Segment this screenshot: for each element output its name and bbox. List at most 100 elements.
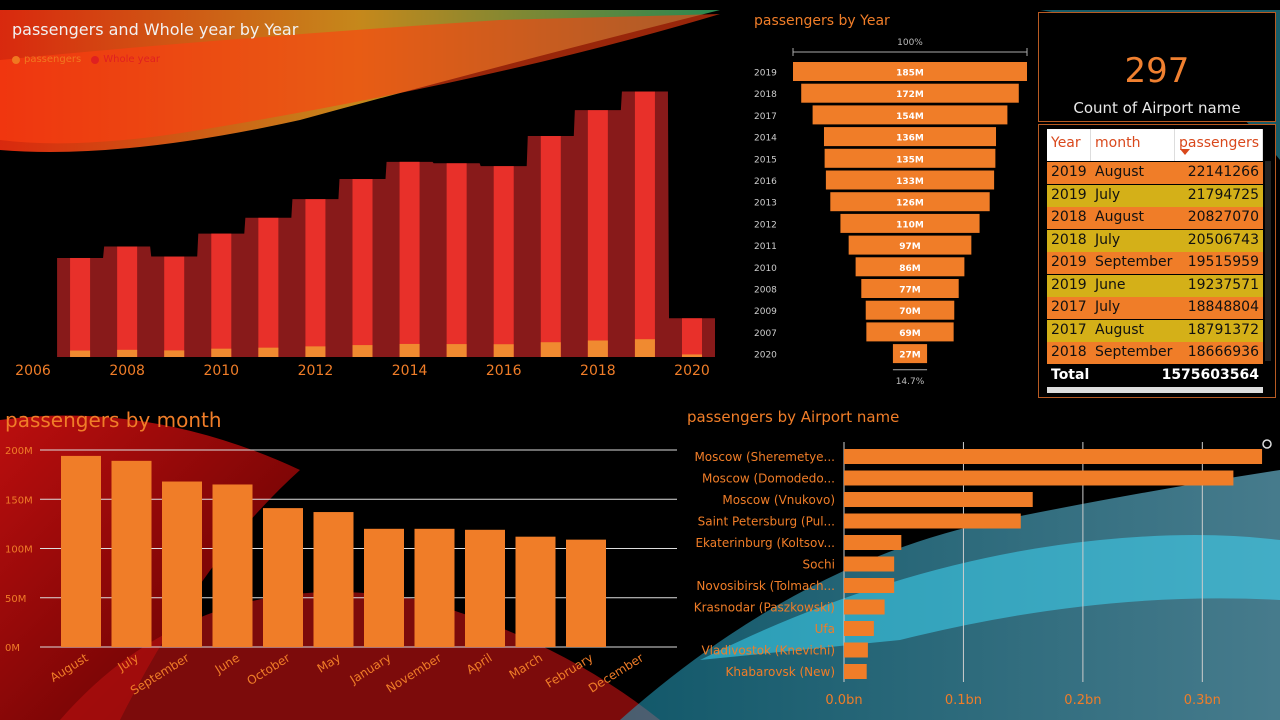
funnel-bar-label: 97M (899, 242, 921, 252)
cell-month: July (1095, 231, 1121, 248)
cell-month: August (1095, 209, 1144, 225)
combo-chart: 2006 2008 2010 2012 2014 2016 2018 2020 (15, 91, 716, 379)
legend-item-passengers[interactable]: passengers (12, 54, 81, 65)
legend-item-whole-year[interactable]: Whole year (91, 54, 160, 65)
funnel-title: passengers by Year (754, 13, 890, 29)
total-value: 1575603564 (1161, 367, 1259, 383)
x-tick-label: November (384, 651, 444, 696)
funnel-bar (812, 105, 1008, 125)
passengers-bar (399, 343, 420, 357)
airport-category-label: Ekaterinburg (Koltsov... (695, 536, 835, 550)
whole-year-bar (258, 217, 279, 357)
airport-category-label: Krasnodar (Paszkowski) (694, 601, 835, 615)
funnel-bar (793, 62, 1027, 81)
cell-month: August (1095, 164, 1144, 180)
table-row[interactable]: 2019 July 21794725 (1047, 184, 1263, 207)
scroll-handle-icon (1262, 439, 1272, 449)
x-tick-label: May (315, 651, 343, 676)
funnel-bar-label: 133M (896, 177, 924, 187)
airport-bar (844, 492, 1033, 507)
x-tick-label: December (586, 651, 646, 696)
funnel-bar-label: 110M (896, 220, 924, 230)
passengers-bar (211, 348, 232, 357)
funnel-bar (855, 257, 965, 277)
col-header-passengers[interactable]: passengers (1175, 129, 1263, 161)
x-tick-label: October (244, 651, 292, 688)
x-tick-label: 0.3bn (1184, 693, 1221, 708)
airport-bar (844, 449, 1263, 464)
month-chart-title: passengers by month (5, 408, 222, 432)
table-total-row: Total 1575603564 (1047, 365, 1263, 387)
cell-month: July (1095, 186, 1121, 203)
month-chart-panel: passengers by month 0M 50M 100M 150M 200M Aug… (0, 402, 680, 720)
funnel-chart: 100% 185M 2019 172M 2018 154M 2017 136M 2014 135M… (754, 38, 1028, 387)
funnel-bar (848, 235, 972, 255)
whole-year-bar (399, 161, 420, 357)
funnel-bar-label: 154M (896, 112, 924, 122)
airport-category-label: Moscow (Sheremetye... (694, 450, 835, 464)
funnel-bar-label: 185M (896, 69, 924, 79)
x-tick-label: 2018 (580, 363, 616, 379)
table-row[interactable]: 2018 September 18666936 (1047, 342, 1263, 364)
cell-year: 2019 (1051, 254, 1087, 270)
airport-category-label: Ufa (815, 622, 835, 636)
airport-chart-title: passengers by Airport name (687, 408, 900, 426)
month-bar (566, 539, 606, 647)
month-bar (263, 508, 303, 647)
funnel-category-label: 2013 (754, 199, 777, 209)
x-tick-label: 2016 (486, 363, 522, 379)
cell-passengers: 19237571 (1187, 276, 1259, 293)
table-row[interactable]: 2017 July 18848804 (1047, 297, 1263, 319)
cell-year: 2017 (1051, 299, 1087, 315)
whole-year-ribbon (57, 91, 716, 358)
passengers-bar (587, 340, 608, 357)
x-tick-label: 0.0bn (825, 693, 862, 708)
month-bar (111, 460, 152, 647)
passengers-bar (446, 344, 467, 357)
y-tick-label: 50M (5, 594, 26, 605)
kpi-label: Count of Airport name (1073, 99, 1241, 117)
table-row[interactable]: 2019 June 19237571 (1047, 274, 1263, 297)
cell-month: July (1095, 299, 1121, 315)
table-row[interactable]: 2017 August 18791372 (1047, 319, 1263, 342)
table-horizontal-scrollbar[interactable] (1047, 387, 1263, 393)
cell-month: August (1095, 321, 1144, 338)
funnel-bar-label: 70M (899, 307, 921, 317)
passengers-bar (305, 346, 326, 357)
col-header-month[interactable]: month (1091, 129, 1175, 161)
y-tick-label: 200M (5, 446, 33, 457)
table-row[interactable]: 2019 August 22141266 (1047, 162, 1263, 184)
funnel-bar (861, 279, 959, 298)
col-header-year[interactable]: Year (1047, 129, 1091, 161)
funnel-category-label: 2020 (754, 351, 777, 361)
x-tick-label: March (507, 651, 545, 682)
table-row[interactable]: 2019 September 19515959 (1047, 252, 1263, 274)
month-bar (414, 528, 455, 647)
funnel-category-label: 2018 (754, 90, 777, 100)
month-bar (364, 528, 404, 647)
table-row[interactable]: 2018 August 20827070 (1047, 207, 1263, 229)
funnel-category-label: 2009 (754, 307, 777, 317)
passengers-bar (258, 347, 279, 357)
funnel-bar (892, 344, 928, 364)
whole-year-bar (117, 246, 138, 357)
passengers-bar (540, 342, 561, 357)
airport-category-label: Khabarovsk (New) (726, 665, 835, 679)
cell-passengers: 20827070 (1187, 209, 1259, 225)
airport-category-label: Novosibirsk (Tolmach... (696, 579, 835, 593)
airport-category-label: Vladivostok (Knevichi) (701, 644, 835, 658)
y-tick-label: 100M (5, 545, 33, 556)
funnel-bar-label: 135M (896, 155, 924, 165)
cell-passengers: 21794725 (1187, 186, 1259, 203)
month-bar (61, 455, 101, 647)
funnel-bar-label: 136M (896, 134, 924, 144)
funnel-bar-label: 172M (896, 90, 924, 100)
cell-year: 2018 (1051, 209, 1087, 225)
month-bar (515, 536, 556, 647)
table-row[interactable]: 2018 July 20506743 (1047, 229, 1263, 252)
funnel-bar (801, 83, 1019, 103)
table-vertical-scrollbar[interactable] (1265, 161, 1271, 361)
funnel-bar (866, 322, 954, 342)
funnel-category-label: 2008 (754, 286, 777, 296)
funnel-category-label: 2016 (754, 177, 777, 187)
